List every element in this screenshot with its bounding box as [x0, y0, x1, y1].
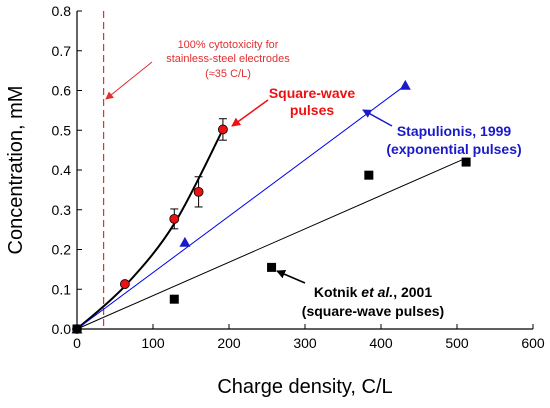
x-axis-title: Charge density, C/L: [217, 376, 392, 398]
data-point-square: [461, 157, 471, 167]
stapulionis-line-1: Stapulionis, 1999: [397, 123, 512, 139]
data-point-circle: [193, 186, 204, 197]
tick-labels: 0 100 200 300 400 500 600 0.0 0.1 0.2 0.3 0.4 0.5 0.6…: [52, 3, 545, 351]
y-tick-label: 0.6: [52, 83, 72, 99]
y-tick-label: 0.5: [52, 122, 72, 138]
cytotoxicity-line-3: (≈35 C/L): [205, 68, 251, 80]
fit-line-series-1: [76, 84, 406, 330]
fit-line-series-2: [76, 157, 467, 330]
data-point-square: [169, 294, 179, 304]
x-tick-label: 600: [521, 335, 545, 351]
cytotoxicity-annotation: 100% cytotoxicity for stainless-steel el…: [105, 39, 290, 100]
y-tick-label: 0.2: [52, 242, 72, 258]
data-point-circle: [169, 213, 180, 224]
square-wave-line-2: pulses: [290, 102, 335, 118]
kotnik-annotation: Kotnik et al., 2001 (square-wave pulses): [276, 270, 444, 319]
cytotoxicity-line-2: stainless-steel electrodes: [166, 53, 290, 65]
y-tick-label: 0.0: [52, 321, 72, 337]
square-wave-annotation: Square-wave pulses: [231, 85, 356, 127]
y-tick-label: 0.7: [52, 43, 72, 59]
data-point-triangle: [399, 79, 411, 90]
fit-curve-series-0: [76, 128, 224, 330]
y-tick-label: 0.4: [52, 162, 72, 178]
y-tick-label: 0.8: [52, 3, 72, 19]
data-point-circle: [119, 279, 130, 289]
kotnik-line-1: Kotnik et al., 2001: [314, 284, 432, 300]
stapulionis-arrow: [362, 109, 393, 127]
kotnik-author: Kotnik: [314, 284, 361, 300]
x-tick-label: 200: [217, 335, 241, 351]
stapulionis-annotation: Stapulionis, 1999 (exponential pulses): [362, 109, 522, 157]
axes: [76, 10, 534, 330]
data-point-square: [72, 324, 82, 334]
cytotoxicity-arrow: [105, 61, 153, 100]
cytotoxicity-line-1: 100% cytotoxicity for: [178, 39, 279, 51]
data-point-triangle: [179, 236, 191, 247]
square-wave-line-1: Square-wave: [269, 85, 356, 101]
stapulionis-line-2: (exponential pulses): [386, 141, 521, 157]
data-point-circle: [218, 124, 228, 135]
kotnik-arrow: [276, 270, 306, 284]
square-wave-arrow: [231, 99, 269, 127]
y-tick-label: 0.3: [52, 202, 72, 218]
x-tick-label: 400: [369, 335, 393, 351]
x-tick-label: 500: [445, 335, 469, 351]
x-tick-label: 100: [141, 335, 165, 351]
x-tick-label: 300: [293, 335, 317, 351]
kotnik-year: , 2001: [393, 284, 432, 300]
fit-lines: [76, 11, 467, 330]
x-tick-label: 0: [73, 335, 81, 351]
kotnik-line-2: (square-wave pulses): [302, 303, 444, 319]
data-point-square: [364, 170, 374, 180]
kotnik-etal: et al.: [361, 284, 393, 300]
data-markers: [71, 79, 471, 334]
y-tick-label: 0.1: [52, 281, 72, 297]
data-point-square: [267, 262, 277, 272]
y-axis-title: Concentration, mM: [5, 86, 27, 255]
